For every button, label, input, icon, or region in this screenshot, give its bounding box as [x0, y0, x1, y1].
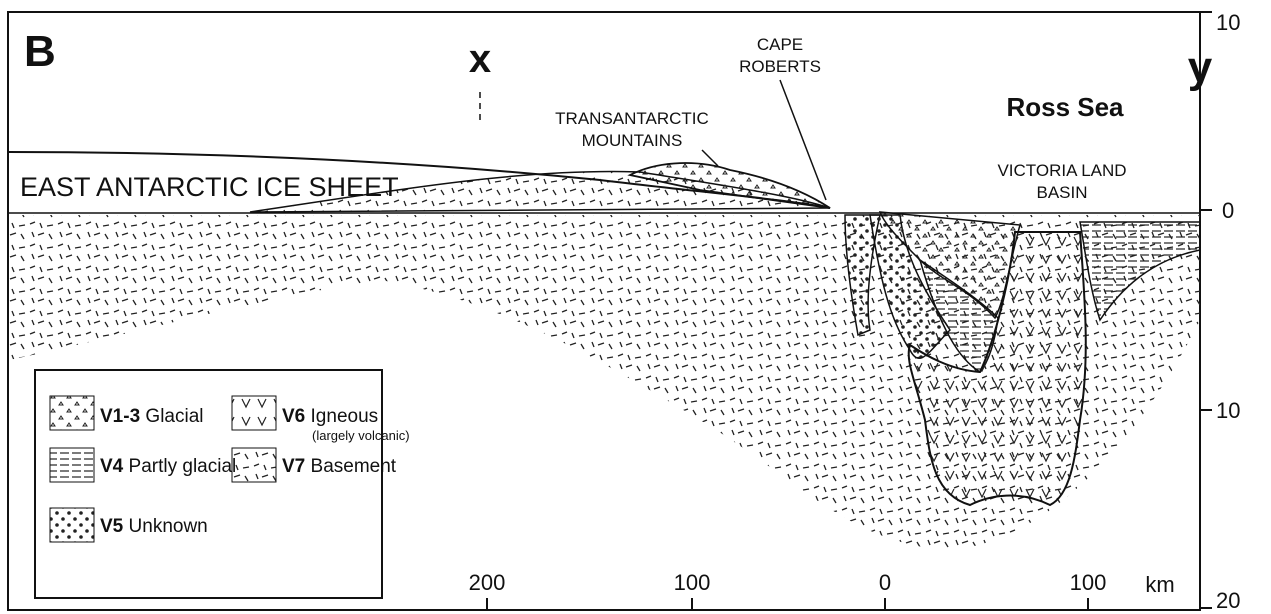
legend-label: Partly glacial	[129, 456, 237, 477]
legend-code: V6	[282, 406, 305, 427]
legend-item: V4 Partly glacial	[100, 456, 236, 477]
axis-tick-label: 100	[674, 570, 711, 595]
axis-tick-label: 0	[1222, 198, 1234, 223]
axis-tick-label: 200	[469, 570, 506, 595]
legend-item: V1-3 Glacial	[100, 406, 204, 427]
legend-swatch	[232, 448, 276, 482]
legend-item: V7 Basement	[282, 456, 397, 477]
legend-code: V1-3	[100, 406, 140, 427]
axis-unit: km	[1145, 572, 1174, 597]
legend-swatch	[232, 396, 276, 430]
marker-x: x	[469, 37, 491, 81]
place-label: BASIN	[1036, 183, 1087, 202]
place-label: EAST ANTARCTIC ICE SHEET	[20, 172, 399, 202]
legend-label: Igneous	[311, 406, 379, 427]
place-label: ROBERTS	[739, 57, 821, 76]
legend-code: V5	[100, 516, 124, 537]
marker-y: y	[1188, 43, 1213, 92]
legend-swatch	[50, 396, 94, 430]
place-label: MOUNTAINS	[582, 131, 683, 150]
place-label: VICTORIA LAND	[997, 161, 1126, 180]
legend-item: V5 Unknown	[100, 516, 208, 537]
axis-tick-label: 20	[1216, 588, 1240, 613]
place-label: CAPE	[757, 35, 803, 54]
legend-label: Basement	[311, 456, 397, 477]
axis-tick-label: 10	[1216, 10, 1240, 35]
axis-tick-label: 0	[879, 570, 891, 595]
legend-note: (largely volcanic)	[312, 428, 410, 443]
panel-label: B	[24, 27, 56, 76]
axis-tick-label: 10	[1216, 398, 1240, 423]
leader-line	[780, 80, 826, 200]
legend-swatch	[50, 508, 94, 542]
bottom-axis	[487, 598, 1088, 610]
legend-code: V7	[282, 456, 305, 477]
legend-label: Glacial	[145, 406, 203, 427]
place-label: Ross Sea	[1006, 92, 1124, 122]
cross-section: B x y CAPE ROBERTS TRANSANTARCTIC MOUNTA…	[0, 0, 1271, 614]
legend-swatch	[50, 448, 94, 482]
legend-label: Unknown	[129, 516, 208, 537]
right-axis	[1200, 12, 1212, 608]
place-label: TRANSANTARCTIC	[555, 109, 709, 128]
axis-tick-label: 100	[1070, 570, 1107, 595]
legend-code: V4	[100, 456, 124, 477]
legend-item: V6 Igneous	[282, 406, 378, 427]
